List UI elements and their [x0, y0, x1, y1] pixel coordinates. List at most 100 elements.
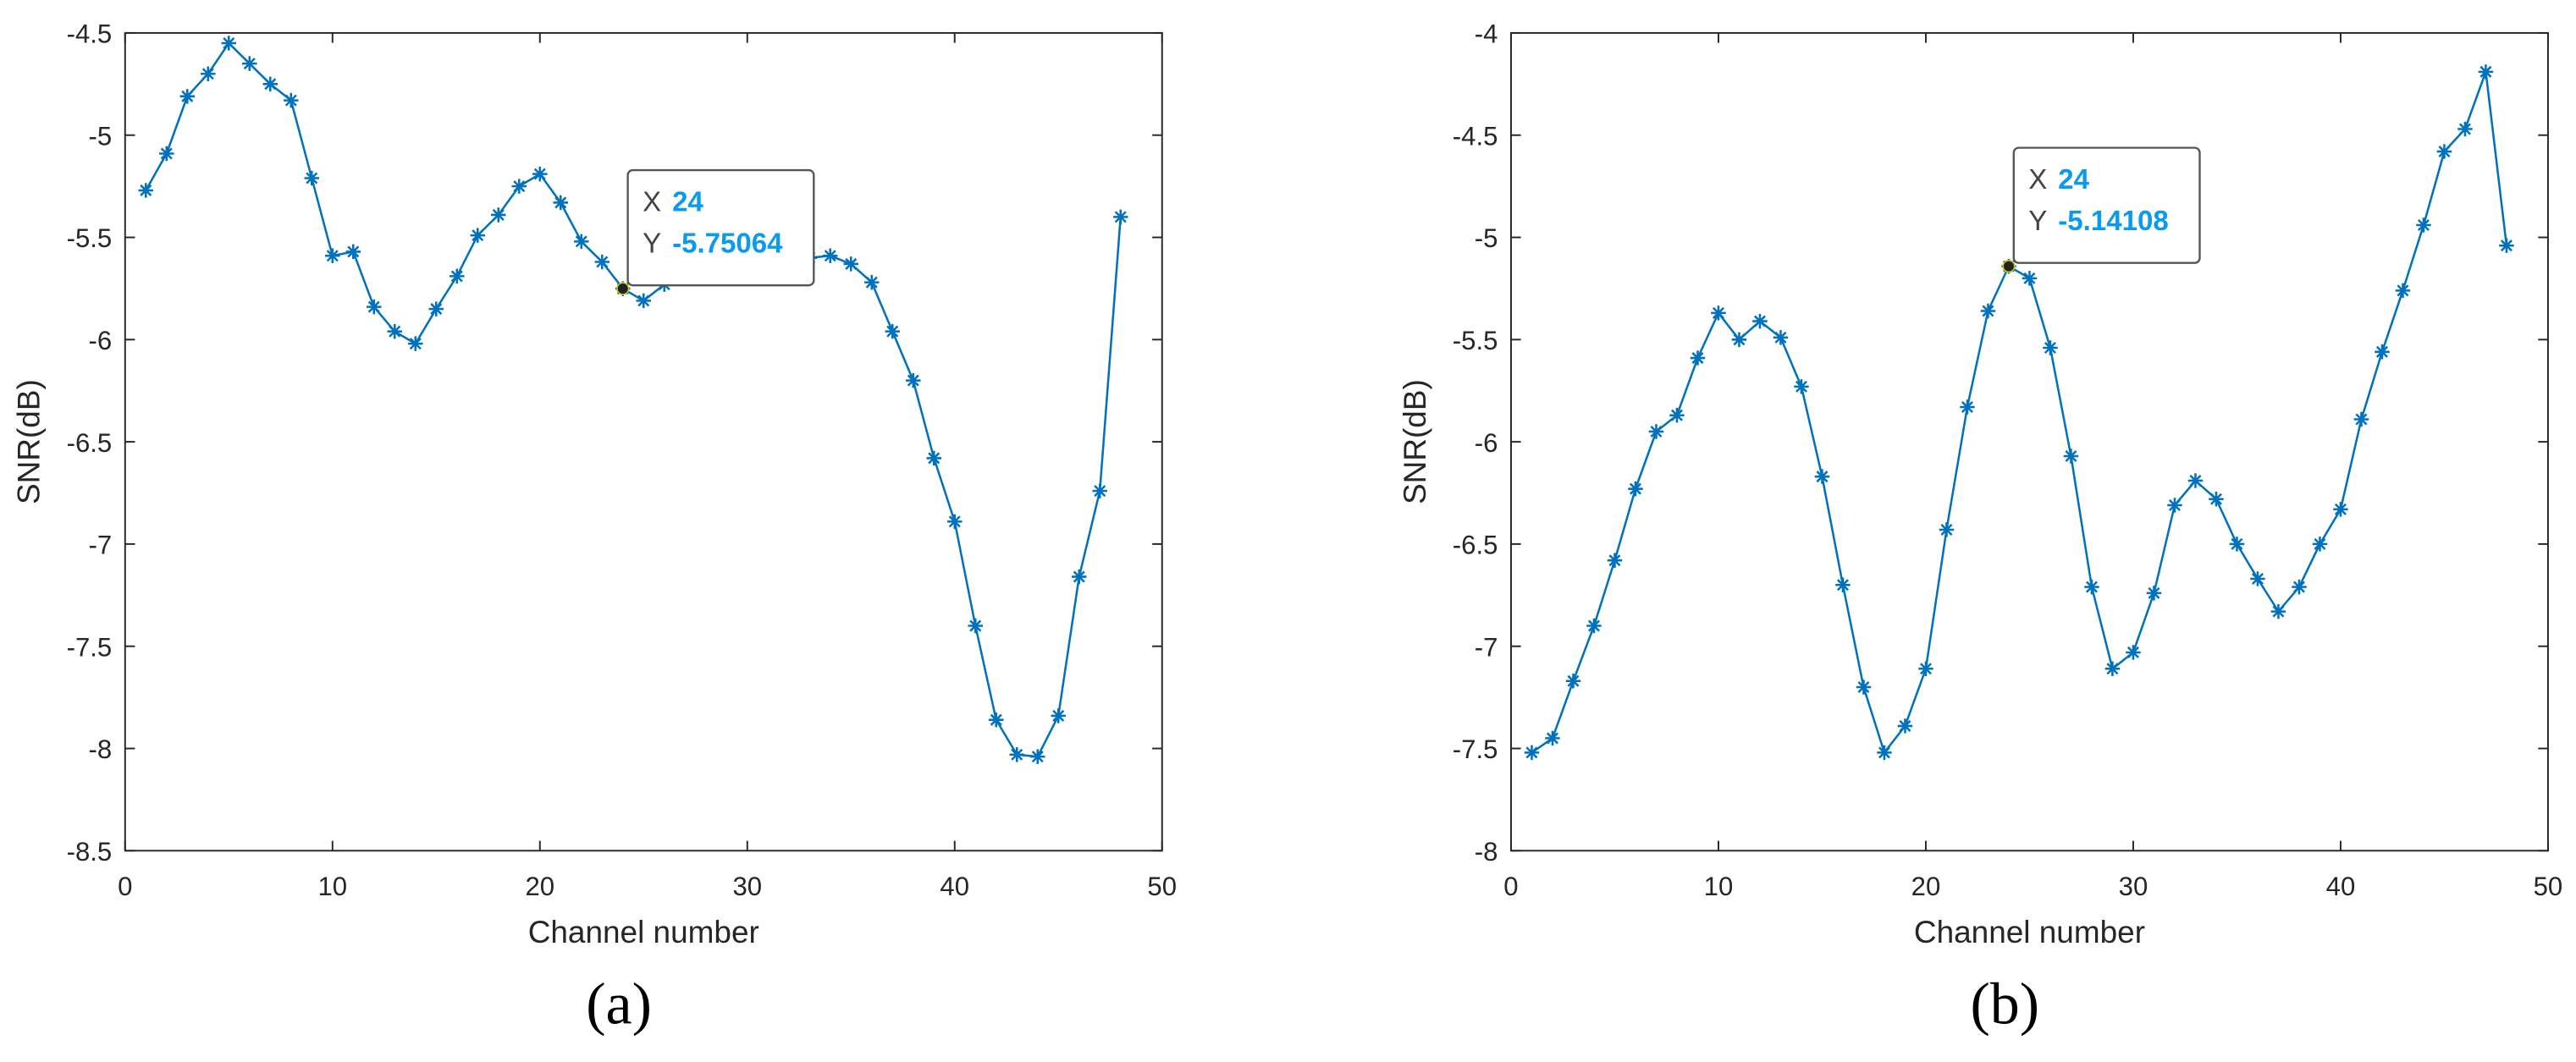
- marker: [1814, 469, 1830, 484]
- marker: [138, 183, 154, 198]
- datatip-x-value: 24: [672, 187, 703, 218]
- marker: [491, 207, 506, 223]
- marker: [2126, 645, 2141, 660]
- y-tick-label: -8.5: [67, 837, 113, 867]
- marker: [1586, 618, 1602, 634]
- marker: [636, 293, 652, 309]
- datatip-y-value: -5.75064: [672, 228, 783, 259]
- marker: [2167, 498, 2182, 513]
- marker: [1113, 209, 1128, 225]
- y-axis-label: SNR(dB): [12, 379, 47, 504]
- marker: [2478, 64, 2494, 80]
- marker: [1607, 553, 1623, 568]
- marker: [367, 299, 382, 315]
- x-tick-label: 10: [317, 872, 347, 901]
- y-tick-label: -4: [1475, 19, 1498, 49]
- marker: [2104, 661, 2121, 677]
- datatip-box: [626, 168, 815, 287]
- x-tick-label: 40: [2326, 872, 2356, 901]
- x-tick-label: 50: [2534, 872, 2563, 901]
- datatip-y-value: -5.14108: [2058, 206, 2168, 237]
- marker: [2063, 448, 2079, 464]
- marker: [843, 256, 859, 272]
- marker: [1835, 577, 1851, 592]
- y-tick-label: -6.5: [1453, 531, 1498, 560]
- marker: [553, 195, 569, 211]
- y-tick-label: -5.5: [1453, 326, 1498, 355]
- marker: [428, 301, 444, 316]
- marker: [325, 248, 340, 264]
- marker: [1092, 483, 1108, 498]
- marker: [2209, 492, 2224, 507]
- x-tick-label: 30: [2119, 872, 2149, 901]
- y-tick-label: -7.5: [1453, 735, 1498, 764]
- datatip-x-key: X: [643, 187, 661, 218]
- marker: [906, 372, 921, 388]
- marker: [1565, 674, 1581, 689]
- marker: [1009, 747, 1025, 762]
- y-tick-label: -7: [89, 531, 113, 560]
- x-axis-label: Channel number: [528, 915, 759, 949]
- marker: [2312, 537, 2328, 552]
- marker: [2457, 121, 2473, 137]
- marker: [1030, 749, 1045, 764]
- y-tick-label: -5: [1475, 223, 1498, 253]
- marker: [574, 234, 589, 250]
- marker: [2270, 603, 2286, 619]
- marker: [1628, 481, 1643, 497]
- marker: [1669, 407, 1685, 423]
- marker: [179, 89, 196, 104]
- plot-area: [124, 31, 1163, 852]
- marker: [1545, 730, 1560, 746]
- marker: [1939, 522, 1955, 537]
- x-tick-label: 10: [1704, 872, 1734, 901]
- caption: (a): [586, 971, 652, 1037]
- y-tick-label: -8: [89, 735, 113, 764]
- marker: [2187, 473, 2204, 488]
- y-tick-label: -6.5: [67, 428, 113, 458]
- y-tick-label: -8: [1475, 837, 1498, 867]
- marker: [2499, 238, 2514, 253]
- marker: [2250, 571, 2265, 586]
- marker: [201, 66, 216, 81]
- marker: [1773, 330, 1789, 345]
- marker: [594, 254, 610, 270]
- x-tick-label: 0: [118, 872, 132, 901]
- marker: [221, 36, 237, 51]
- y-tick-label: -6: [1475, 428, 1498, 458]
- x-tick-label: 0: [1503, 872, 1518, 901]
- x-tick-label: 50: [1147, 872, 1177, 901]
- marker: [2292, 579, 2307, 595]
- marker: [284, 92, 299, 108]
- y-tick-label: -4.5: [1453, 121, 1498, 151]
- caption: (b): [1970, 971, 2039, 1037]
- marker: [823, 248, 838, 264]
- y-tick-label: -7.5: [67, 632, 113, 662]
- datatip-x-value: 24: [2058, 164, 2089, 195]
- marker: [885, 323, 901, 339]
- marker: [1980, 303, 1996, 319]
- y-axis-label: SNR(dB): [1398, 379, 1432, 504]
- marker: [1731, 332, 1747, 348]
- marker: [2043, 340, 2058, 355]
- x-axis-label: Channel number: [1914, 915, 2145, 949]
- marker: [2022, 271, 2038, 286]
- marker: [1690, 350, 1706, 366]
- marker: [2084, 579, 2099, 595]
- y-tick-label: -5: [89, 121, 113, 151]
- marker: [2416, 217, 2431, 233]
- marker: [511, 179, 527, 194]
- y-tick-label: -4.5: [67, 19, 113, 49]
- y-tick-label: -5.5: [67, 223, 113, 253]
- marker: [1752, 313, 1768, 329]
- marker: [2229, 537, 2245, 552]
- x-tick-label: 20: [1911, 872, 1941, 901]
- marker: [159, 146, 174, 162]
- marker: [1877, 745, 1892, 761]
- marker: [1856, 680, 1872, 695]
- datatip-point: [616, 282, 630, 295]
- marker: [1648, 424, 1664, 439]
- series-line: [145, 41, 1123, 758]
